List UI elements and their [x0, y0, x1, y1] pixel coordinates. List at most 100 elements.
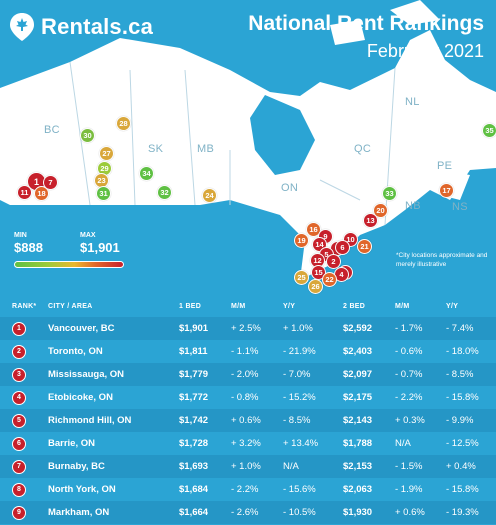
- city-pin[interactable]: 11: [17, 185, 32, 200]
- city-pin[interactable]: 17: [439, 183, 454, 198]
- city-pin[interactable]: 23: [94, 173, 109, 188]
- city-pin[interactable]: 31: [96, 186, 111, 201]
- bed2-mm-change: - 1.7%: [395, 323, 423, 334]
- header-mm2[interactable]: M/M: [395, 302, 410, 310]
- rank-badge: 9: [12, 505, 26, 520]
- bed1-yy-change: + 13.4%: [283, 438, 319, 449]
- city-pin[interactable]: 30: [80, 128, 95, 143]
- city-pin[interactable]: 7: [43, 175, 58, 190]
- bed1-yy-change: - 21.9%: [283, 346, 316, 357]
- table-row[interactable]: 6 Barrie, ON $1,728 + 3.2% + 13.4% $1,788 N/A -…: [0, 432, 496, 455]
- report-date: February 2021: [366, 41, 484, 61]
- bed2-price: $2,097: [343, 369, 373, 380]
- region-label: MB: [197, 143, 215, 155]
- city-pin[interactable]: 32: [157, 185, 172, 200]
- rank-cell: 4: [0, 390, 48, 405]
- rank-badge: 3: [12, 367, 26, 382]
- bed2-price: $2,175: [343, 392, 373, 403]
- rank-cell: 2: [0, 344, 48, 359]
- bed2-mm-change: - 1.9%: [395, 484, 423, 495]
- bed2-yy-change: - 8.5%: [446, 369, 474, 380]
- bed1-price: $1,693: [179, 461, 209, 472]
- table-row[interactable]: 2 Toronto, ON $1,811 - 1.1% - 21.9% $2,403 - 0…: [0, 340, 496, 363]
- bed1-price: $1,811: [179, 346, 208, 357]
- rank-cell: 6: [0, 436, 48, 451]
- city-pin[interactable]: 27: [99, 146, 114, 161]
- city-pin[interactable]: 28: [116, 116, 131, 131]
- bed1-yy-change: - 8.5%: [283, 415, 311, 426]
- city-pin[interactable]: 35: [482, 123, 496, 138]
- bed1-mm-change: + 3.2%: [231, 438, 261, 449]
- bed2-yy-change: - 9.9%: [446, 415, 474, 426]
- table-row[interactable]: 8 North York, ON $1,684 - 2.2% - 15.6% $2,063…: [0, 478, 496, 501]
- table-row[interactable]: 5 Richmond Hill, ON $1,742 + 0.6% - 8.5% $2,1…: [0, 409, 496, 432]
- bed2-yy-change: - 15.8%: [446, 484, 479, 495]
- bed1-price: $1,742: [179, 415, 209, 426]
- rank-cell: 3: [0, 367, 48, 382]
- bed1-price: $1,664: [179, 507, 209, 518]
- city-pin[interactable]: 26: [308, 279, 323, 294]
- header-rank[interactable]: RANK*: [12, 302, 37, 310]
- city-pin[interactable]: 33: [382, 186, 397, 201]
- city-pin[interactable]: 19: [294, 233, 309, 248]
- table-row[interactable]: 4 Etobicoke, ON $1,772 - 0.8% - 15.2% $2,175 -…: [0, 386, 496, 409]
- bed1-mm-change: + 0.6%: [231, 415, 261, 426]
- bed1-yy-change: - 15.6%: [283, 484, 316, 495]
- bed1-price: $1,728: [179, 438, 209, 449]
- bed1-price: $1,901: [179, 323, 209, 334]
- table-row[interactable]: 1 Vancouver, BC $1,901 + 2.5% + 1.0% $2,592 - …: [0, 317, 496, 340]
- rank-cell: 8: [0, 482, 48, 497]
- bed1-mm-change: + 1.0%: [231, 461, 261, 472]
- city-pin[interactable]: 20: [373, 203, 388, 218]
- bed2-price: $2,153: [343, 461, 373, 472]
- table-row[interactable]: 9 Markham, ON $1,664 - 2.6% - 10.5% $1,930 + 0…: [0, 501, 496, 524]
- header-bed1[interactable]: 1 BED: [179, 302, 202, 310]
- bed2-yy-change: - 15.8%: [446, 392, 479, 403]
- bed2-mm-change: + 0.3%: [395, 415, 425, 426]
- bed2-price: $1,788: [343, 438, 373, 449]
- city-pin[interactable]: 21: [357, 239, 372, 254]
- map-pin-icon: [10, 13, 34, 41]
- city-cell: Toronto, ON: [48, 346, 103, 357]
- city-pin[interactable]: 18: [34, 186, 49, 201]
- table-row[interactable]: 3 Mississauga, ON $1,779 - 2.0% - 7.0% $2,097…: [0, 363, 496, 386]
- bed1-yy-change: - 7.0%: [283, 369, 311, 380]
- bed1-price: $1,772: [179, 392, 209, 403]
- page-title: National Rent Rankings: [248, 12, 484, 35]
- location-note: *City locations approximate and merely i…: [396, 252, 488, 268]
- table-row[interactable]: 7 Burnaby, BC $1,693 + 1.0% N/A $2,153 - 1.5% +…: [0, 455, 496, 478]
- bed1-mm-change: - 2.2%: [231, 484, 259, 495]
- bed2-price: $2,063: [343, 484, 373, 495]
- bed1-price: $1,684: [179, 484, 209, 495]
- bed1-yy-change: - 10.5%: [283, 507, 316, 518]
- header-yy1[interactable]: Y/Y: [283, 302, 296, 310]
- city-pin[interactable]: 6: [335, 240, 350, 255]
- bed1-price: $1,779: [179, 369, 209, 380]
- city-pin[interactable]: 22: [322, 272, 337, 287]
- bed2-price: $2,592: [343, 323, 373, 334]
- rank-badge: 4: [12, 390, 26, 405]
- rank-badge: 1: [12, 321, 26, 336]
- header-bed2[interactable]: 2 BED: [343, 302, 366, 310]
- header-city[interactable]: CITY / AREA: [48, 302, 93, 310]
- legend-min-label: MIN: [14, 232, 27, 239]
- header-mm1[interactable]: M/M: [231, 302, 246, 310]
- table-header: RANK* CITY / AREA 1 BED M/M Y/Y 2 BED M/…: [0, 295, 496, 317]
- region-label: NL: [405, 96, 420, 108]
- city-pin[interactable]: 34: [139, 166, 154, 181]
- rank-badge: 7: [12, 459, 26, 474]
- bed2-price: $2,143: [343, 415, 373, 426]
- region-label: NS: [452, 201, 468, 213]
- city-cell: Markham, ON: [48, 507, 110, 518]
- city-pin[interactable]: 2: [326, 254, 341, 269]
- header-yy2[interactable]: Y/Y: [446, 302, 459, 310]
- legend-max-label: MAX: [80, 232, 96, 239]
- city-pin[interactable]: 13: [363, 213, 378, 228]
- city-pin[interactable]: 24: [202, 188, 217, 203]
- city-pin[interactable]: 25: [294, 270, 309, 285]
- brand-logo[interactable]: Rentals.ca: [9, 12, 153, 42]
- bed1-yy-change: + 1.0%: [283, 323, 313, 334]
- bed1-yy-change: N/A: [283, 461, 299, 472]
- rank-cell: 9: [0, 505, 48, 520]
- region-label: QC: [354, 143, 372, 155]
